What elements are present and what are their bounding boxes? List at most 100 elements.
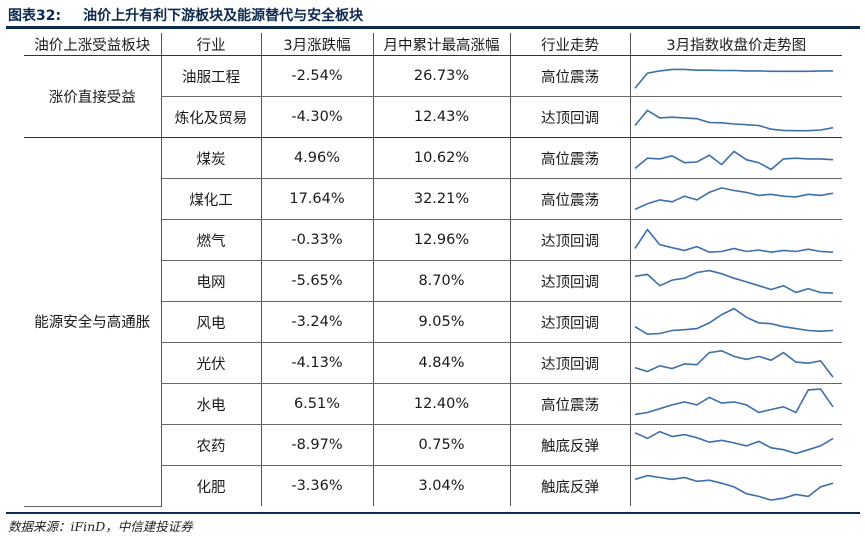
sparkline-chart	[633, 68, 833, 89]
march-change-cell: -4.30%	[260, 96, 373, 138]
sparkline-chart	[634, 388, 834, 416]
industry-cell: 化肥	[160, 465, 261, 506]
figure-title-text: 油价上升有利下游板块及能源替代与安全板块	[83, 8, 364, 24]
header-industry: 行业	[160, 33, 261, 56]
industry-cell: 农药	[160, 424, 261, 466]
march-change-cell: -4.13%	[260, 342, 373, 384]
bottom-rule	[6, 512, 860, 514]
sparkline-cell	[629, 219, 842, 261]
march-change-cell: 6.51%	[260, 383, 373, 425]
sparkline-chart	[634, 474, 833, 501]
industry-cell: 电网	[160, 260, 261, 302]
header-peak-change: 月中累计最高涨幅	[372, 33, 510, 56]
top-rule	[6, 26, 860, 29]
header-group: 油价上涨受益板块	[24, 33, 161, 56]
source-note: 数据来源：iFinD，中信建投证券	[8, 519, 193, 534]
table-row: 水电 6.51% 12.40% 高位震荡	[24, 383, 842, 425]
sparkline-cell	[629, 137, 842, 179]
march-change-cell: -2.54%	[260, 55, 373, 97]
trend-cell: 达顶回调	[509, 301, 630, 343]
march-change-cell: -3.24%	[260, 301, 373, 343]
sparkline-cell	[629, 424, 842, 466]
peak-change-cell: 3.04%	[372, 465, 510, 506]
group-label: 涨价直接受益	[24, 55, 161, 138]
sparkline-line	[634, 187, 833, 211]
sparkline-line	[633, 68, 833, 89]
peak-change-cell: 26.73%	[372, 55, 510, 97]
sparkline-chart	[633, 150, 833, 171]
peak-change-cell: 12.96%	[372, 219, 510, 261]
march-change-cell: 17.64%	[260, 178, 373, 220]
march-change-cell: -0.33%	[260, 219, 373, 261]
trend-cell: 触底反弹	[509, 424, 630, 466]
sparkline-line	[634, 388, 834, 416]
sparkline-cell	[629, 55, 842, 97]
sparkline-cell	[629, 260, 842, 302]
sparkline-chart	[634, 187, 833, 211]
sparkline-line	[634, 307, 833, 336]
sector-table: 油价上涨受益板块 行业 3月涨跌幅 月中累计最高涨幅 行业走势 3月指数收盘价走…	[24, 33, 842, 507]
industry-cell: 油服工程	[160, 55, 261, 97]
sparkline-line	[634, 269, 833, 294]
peak-change-cell: 12.40%	[372, 383, 510, 425]
sparkline-chart	[634, 349, 834, 378]
figure-title: 图表32: 油价上升有利下游板块及能源替代与安全板块	[8, 5, 363, 25]
table-row: 炼化及贸易 -4.30% 12.43% 达顶回调	[24, 96, 842, 138]
march-change-cell: 4.96%	[260, 137, 373, 179]
sparkline-cell	[629, 465, 842, 506]
trend-cell: 达顶回调	[509, 260, 630, 302]
march-change-cell: -8.97%	[260, 424, 373, 466]
industry-cell: 炼化及贸易	[160, 96, 261, 138]
peak-change-cell: 8.70%	[372, 260, 510, 302]
peak-change-cell: 9.05%	[372, 301, 510, 343]
table-row: 涨价直接受益 油服工程 -2.54% 26.73% 高位震荡	[24, 55, 842, 138]
figure-number: 图表32:	[8, 8, 62, 24]
industry-cell: 风电	[160, 301, 261, 343]
trend-cell: 触底反弹	[509, 465, 630, 506]
sparkline-cell	[629, 178, 842, 220]
trend-cell: 高位震荡	[509, 178, 630, 220]
table-row: 燃气 -0.33% 12.96% 达顶回调	[24, 219, 842, 261]
industry-cell: 水电	[160, 383, 261, 425]
trend-cell: 达顶回调	[509, 96, 630, 138]
sparkline-line	[633, 150, 833, 171]
march-change-cell: -3.36%	[260, 465, 373, 506]
sparkline-cell	[629, 301, 842, 343]
table-row: 风电 -3.24% 9.05% 达顶回调	[24, 301, 842, 343]
table-row: 能源安全与高通胀 煤炭 4.96% 10.62% 高位震荡	[24, 137, 842, 507]
sparkline-chart	[634, 430, 833, 455]
peak-change-cell: 32.21%	[372, 178, 510, 220]
header-row: 油价上涨受益板块 行业 3月涨跌幅 月中累计最高涨幅 行业走势 3月指数收盘价走…	[24, 33, 842, 56]
industry-cell: 光伏	[160, 342, 261, 384]
industry-cell: 燃气	[160, 219, 261, 261]
trend-cell: 达顶回调	[509, 219, 630, 261]
trend-cell: 达顶回调	[509, 342, 630, 384]
sparkline-line	[633, 109, 833, 132]
table-row: 农药 -8.97% 0.75% 触底反弹	[24, 424, 842, 466]
trend-cell: 高位震荡	[509, 383, 630, 425]
group-label: 能源安全与高通胀	[24, 137, 161, 507]
sparkline-cell	[629, 96, 842, 138]
sparkline-line	[634, 474, 833, 501]
sparkline-line	[634, 430, 833, 455]
header-march-change: 3月涨跌幅	[260, 33, 373, 56]
trend-cell: 高位震荡	[509, 55, 630, 97]
peak-change-cell: 4.84%	[372, 342, 510, 384]
peak-change-cell: 12.43%	[372, 96, 510, 138]
sparkline-line	[633, 228, 833, 254]
peak-change-cell: 0.75%	[372, 424, 510, 466]
sparkline-cell	[629, 342, 842, 384]
table-row: 煤化工 17.64% 32.21% 高位震荡	[24, 178, 842, 220]
sparkline-line	[634, 349, 834, 378]
table-row: 化肥 -3.36% 3.04% 触底反弹	[24, 465, 842, 506]
peak-change-cell: 10.62%	[372, 137, 510, 179]
industry-cell: 煤炭	[160, 137, 261, 179]
table-row: 光伏 -4.13% 4.84% 达顶回调	[24, 342, 842, 384]
sparkline-chart	[634, 307, 833, 336]
march-change-cell: -5.65%	[260, 260, 373, 302]
sparkline-chart	[633, 109, 833, 132]
table-row: 电网 -5.65% 8.70% 达顶回调	[24, 260, 842, 302]
trend-cell: 高位震荡	[509, 137, 630, 179]
header-sparkline: 3月指数收盘价走势图	[629, 33, 842, 56]
sparkline-chart	[634, 269, 833, 294]
